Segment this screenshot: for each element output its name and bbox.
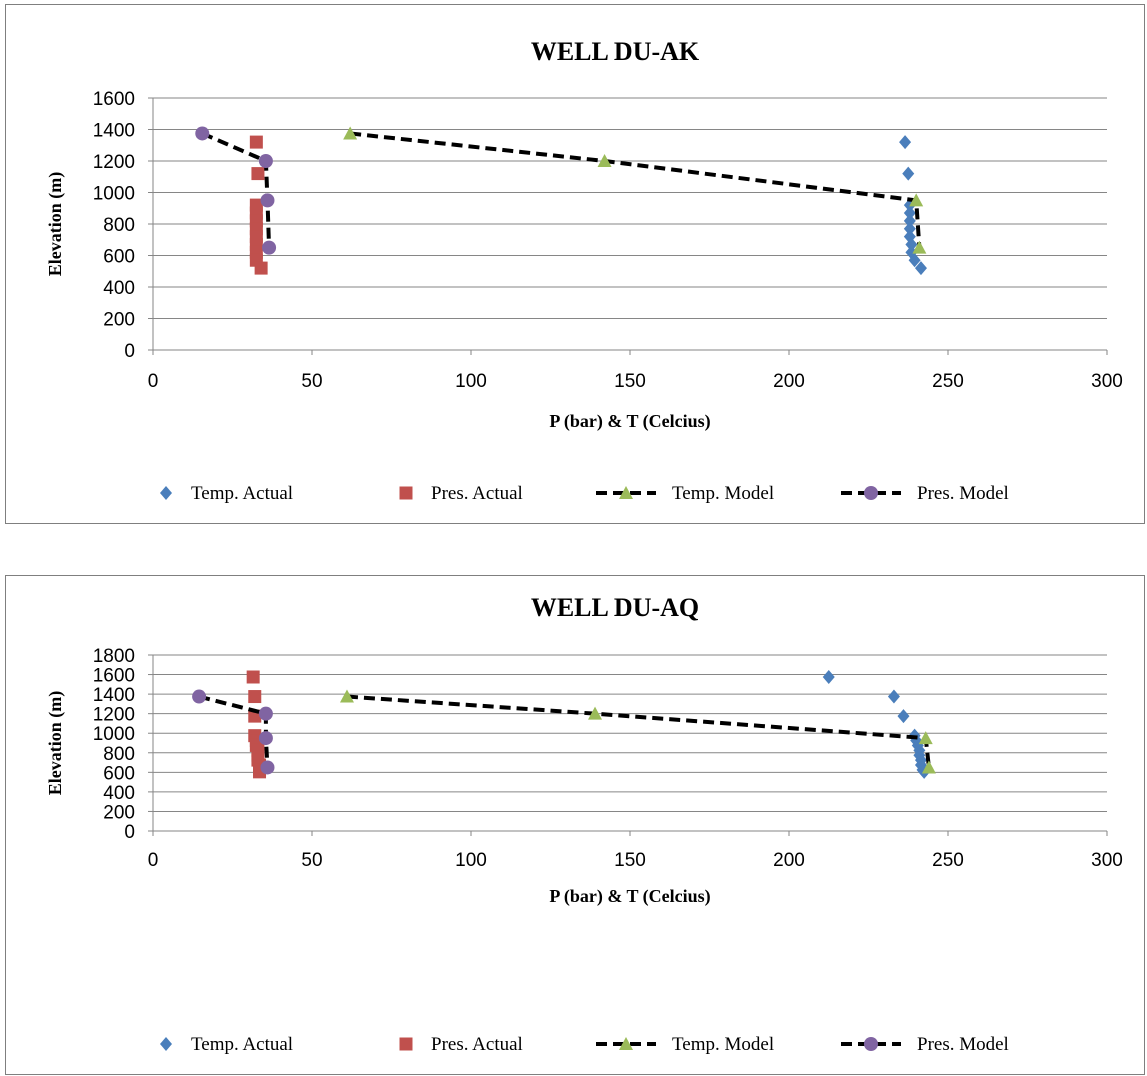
legend-marker (160, 1037, 172, 1051)
x-tick-label: 50 (301, 371, 322, 392)
data-point (823, 670, 835, 684)
legend-item: Temp. Model (596, 1034, 774, 1055)
legend-marker (864, 1037, 878, 1051)
data-point (248, 690, 261, 703)
data-point (888, 690, 900, 704)
y-tick-label: 1000 (93, 724, 135, 745)
y-tick-label: 1200 (93, 705, 135, 726)
x-tick-label: 100 (455, 371, 487, 392)
data-point (899, 135, 911, 149)
series-temp-actual (823, 670, 930, 779)
y-tick-label: 800 (103, 744, 135, 765)
series-temp-model (340, 690, 936, 774)
data-point (259, 154, 273, 168)
chart-panel-du-ak: WELL DU-AK 0 200 400 600 800 1000 1200 1400 1600 0… (5, 4, 1145, 524)
x-tick-label: 300 (1091, 371, 1123, 392)
series-temp-model (343, 126, 926, 253)
legend: Temp. Actual Pres. Actual Temp. Model Pres.… (160, 483, 1009, 504)
series-line (347, 697, 929, 768)
x-axis-label: P (bar) & T (Celcius) (549, 886, 710, 907)
legend-item: Pres. Actual (400, 1034, 523, 1055)
x-axis-label: P (bar) & T (Celcius) (549, 411, 710, 432)
x-tick-label: 150 (614, 850, 646, 871)
data-point (259, 707, 273, 721)
data-point (247, 671, 260, 684)
data-point (255, 262, 268, 275)
legend-item: Temp. Actual (160, 1034, 293, 1055)
data-point (902, 167, 914, 181)
legend-label: Temp. Model (672, 483, 774, 504)
legend-label: Temp. Model (672, 1034, 774, 1055)
x-tick-label: 200 (773, 371, 805, 392)
legend-marker (400, 1038, 413, 1051)
x-tick-label: 300 (1091, 850, 1123, 871)
legend: Temp. Actual Pres. Actual Temp. Model Pres.… (160, 1034, 1009, 1055)
y-tick-label: 200 (103, 310, 135, 331)
data-point (260, 193, 274, 207)
x-tick-label: 250 (932, 850, 964, 871)
legend-marker (864, 486, 878, 500)
chart-title: WELL DU-AQ (531, 593, 699, 622)
y-tick-label: 1600 (93, 666, 135, 687)
data-point (250, 136, 263, 149)
x-tick-label: 0 (148, 371, 159, 392)
y-axis-label: Elevation (m) (45, 691, 66, 795)
gridlines (153, 98, 1107, 319)
y-tick-label: 400 (103, 278, 135, 299)
x-tick-label: 50 (301, 850, 322, 871)
y-tick-label: 600 (103, 247, 135, 268)
chart-panel-du-aq: WELL DU-AQ 0 200 400 600 800 1000 1200 1400 1600 1… (5, 575, 1145, 1075)
legend-item: Pres. Model (841, 1034, 1009, 1055)
y-tick-label: 1200 (93, 152, 135, 173)
y-tick-label: 800 (103, 215, 135, 236)
legend-item: Pres. Model (841, 483, 1009, 504)
y-tick-label: 200 (103, 802, 135, 823)
legend-item: Temp. Actual (160, 483, 293, 504)
x-tick-label: 150 (614, 371, 646, 392)
y-tick-label: 1400 (93, 121, 135, 142)
x-tick-label: 0 (148, 850, 159, 871)
legend-marker (400, 487, 413, 500)
y-tick-label: 1000 (93, 184, 135, 205)
chart-du-aq: WELL DU-AQ020040060080010001200140016001… (6, 576, 1146, 1076)
data-point (260, 760, 274, 774)
data-point (259, 731, 273, 745)
data-point (897, 709, 909, 723)
legend-label: Pres. Model (917, 1034, 1009, 1055)
legend-marker (160, 486, 172, 500)
series-line (350, 133, 919, 247)
legend-label: Pres. Model (917, 483, 1009, 504)
y-tick-label: 0 (124, 822, 135, 843)
data-point (262, 241, 276, 255)
y-tick-label: 0 (124, 341, 135, 362)
y-tick-label: 1800 (93, 646, 135, 667)
y-tick-label: 400 (103, 783, 135, 804)
x-tick-label: 250 (932, 371, 964, 392)
chart-du-ak: WELL DU-AK 0 200 400 600 800 1000 1200 1400 1600 0… (6, 5, 1146, 525)
legend-item: Temp. Model (596, 483, 774, 504)
legend-label: Pres. Actual (431, 1034, 523, 1055)
chart-title: WELL DU-AK (531, 37, 700, 66)
series-pres-model (195, 126, 276, 254)
x-tick-label: 100 (455, 850, 487, 871)
y-axis-label: Elevation (m) (45, 172, 66, 276)
y-tick-label: 1600 (93, 89, 135, 110)
x-tick-label: 200 (773, 850, 805, 871)
legend-item: Pres. Actual (400, 483, 523, 504)
data-point (192, 690, 206, 704)
legend-label: Temp. Actual (191, 1034, 293, 1055)
y-tick-label: 1400 (93, 685, 135, 706)
data-point (195, 126, 209, 140)
legend-label: Pres. Actual (431, 483, 523, 504)
y-tick-label: 600 (103, 763, 135, 784)
legend-label: Temp. Actual (191, 483, 293, 504)
data-point (251, 167, 264, 180)
gridlines (153, 655, 1107, 811)
